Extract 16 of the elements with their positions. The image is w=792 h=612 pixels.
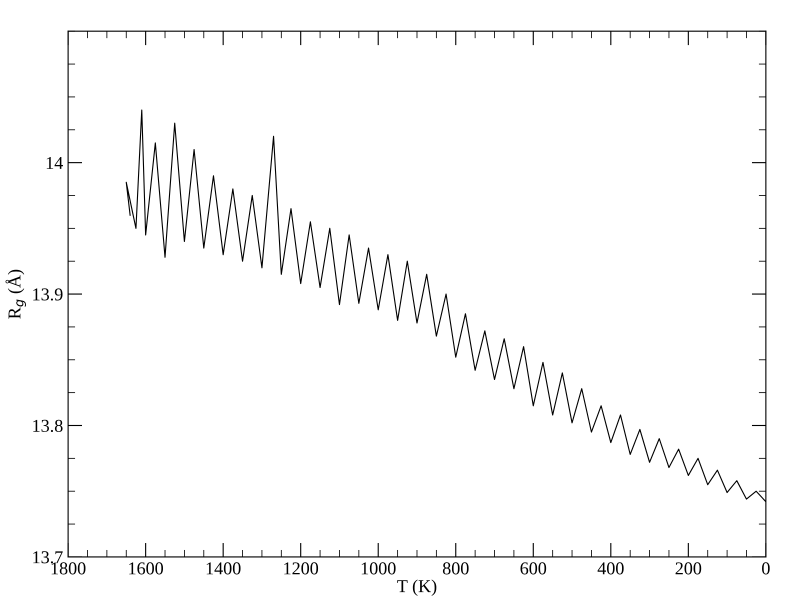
y-tick-label: 13.8	[33, 420, 63, 432]
x-tick-label: 1600	[129, 562, 164, 574]
x-tick-label: 1400	[206, 562, 241, 574]
x-tick-label: 1000	[362, 562, 396, 574]
x-tick-label: 400	[598, 562, 624, 574]
x-tick-label: 800	[442, 562, 469, 574]
x-tick-label: 1800	[52, 562, 86, 574]
x-tick-label: 0	[762, 562, 770, 574]
x-axis-title: T (K)	[397, 580, 436, 596]
x-tick-label: 200	[676, 562, 702, 574]
y-axis-title: R$_{g}$ (Å)	[6, 270, 26, 319]
y-tick-label: 13.7	[33, 551, 63, 564]
x-tick-label: 1200	[284, 562, 318, 574]
x-tick-label: 600	[520, 562, 546, 574]
y-tick-label: 14	[46, 156, 63, 169]
y-tick-label: 13.9	[33, 288, 63, 301]
